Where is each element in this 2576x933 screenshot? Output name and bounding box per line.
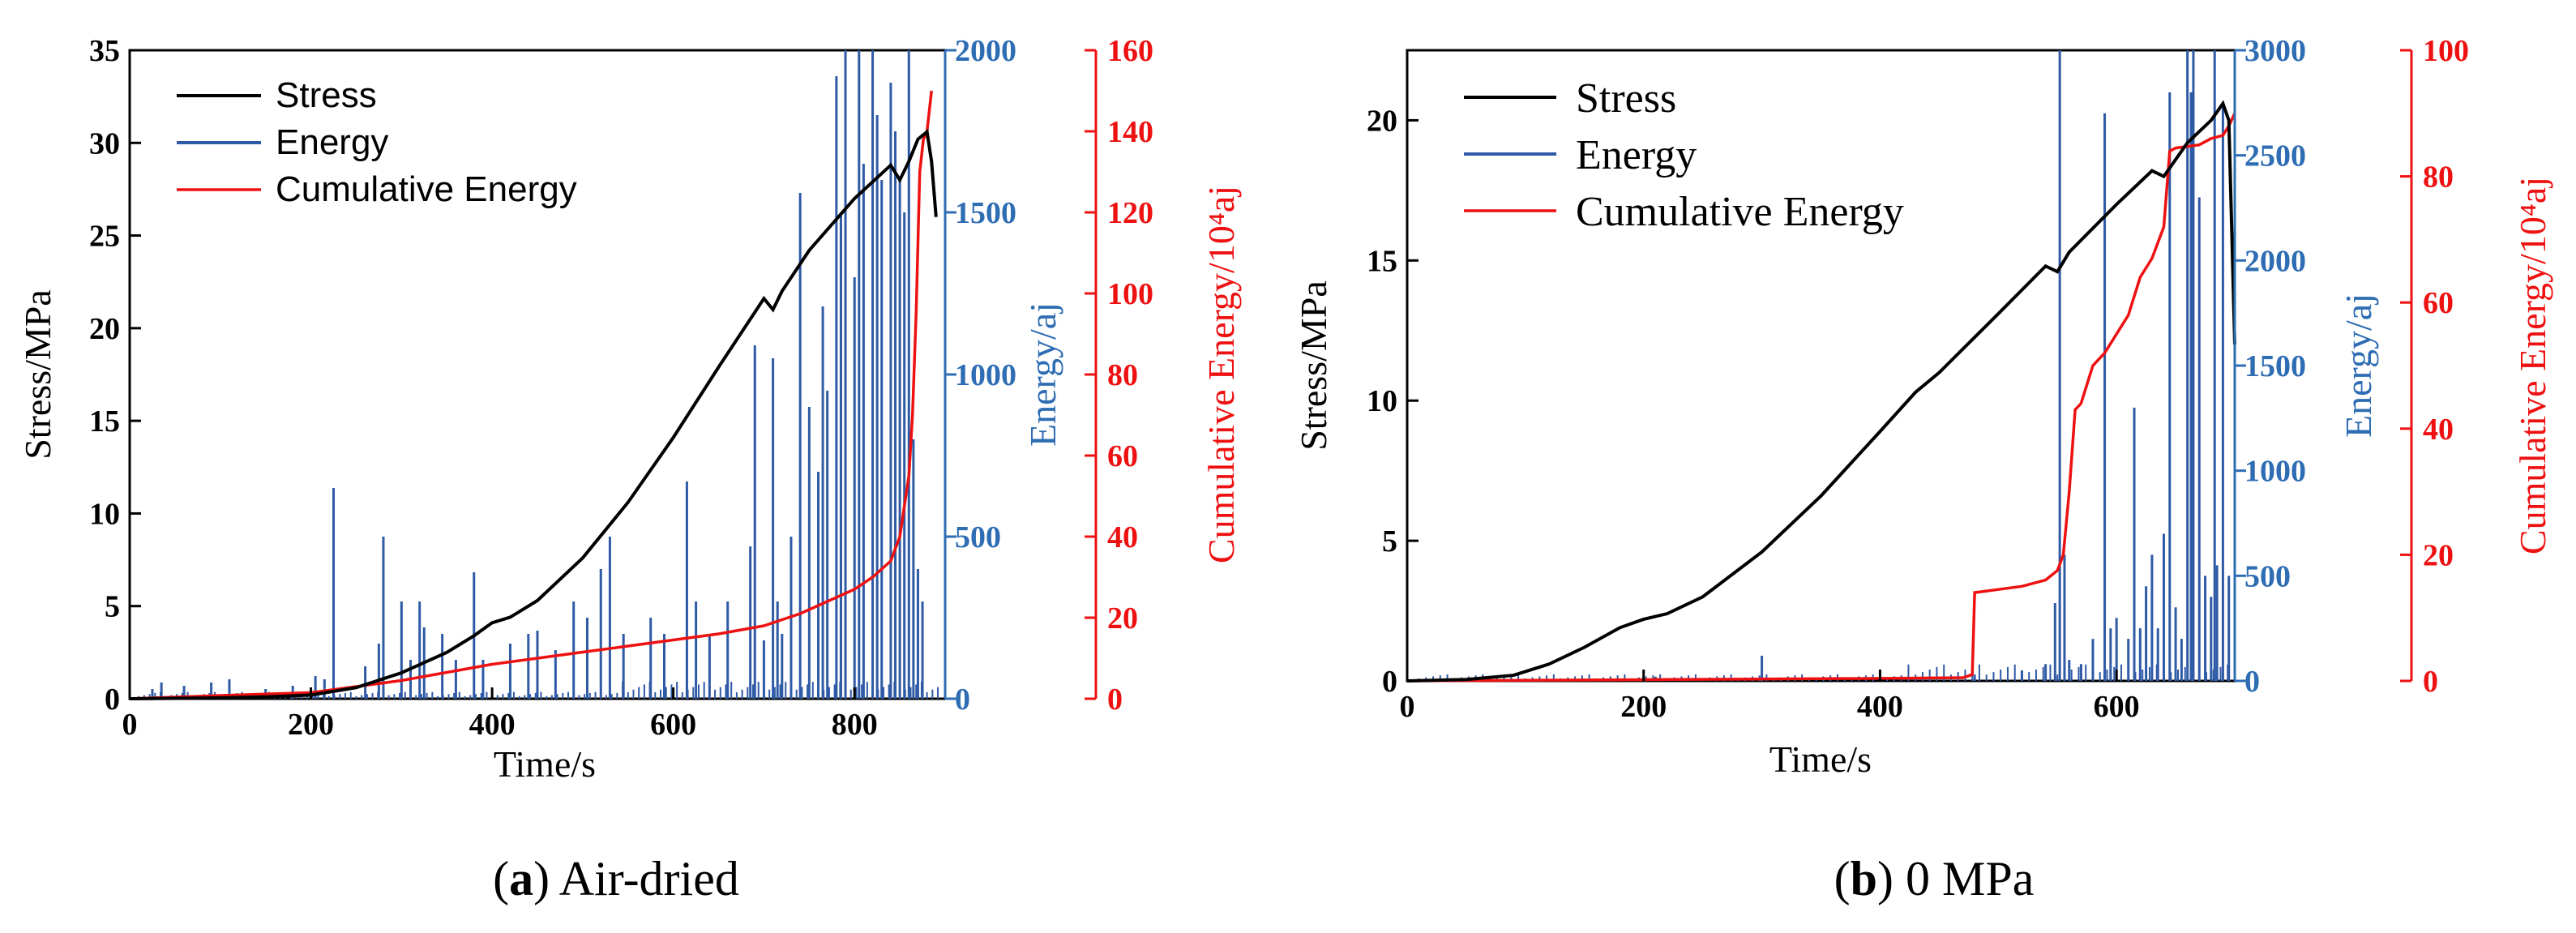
chart-a-stress-line [129, 128, 938, 700]
energy-tick-label: 2000 [2244, 244, 2306, 278]
cumulative-tick-label: 80 [1107, 358, 1138, 392]
chart-a-x-axis-title: Time/s [494, 743, 596, 785]
chart-b-energy-axis-title: Energy/aj [2338, 293, 2379, 438]
energy-tick-label: 0 [2244, 665, 2260, 699]
cumulative-tick-label: 20 [1107, 601, 1138, 636]
cumulative-tick-label: 80 [2423, 160, 2454, 195]
chart-a-caption-letter: a [509, 852, 533, 905]
energy-tick-label: 1000 [955, 358, 1016, 392]
chart-b-caption-text: 0 MPa [1893, 852, 2034, 905]
energy-tick-label: 500 [2244, 559, 2291, 593]
y-left-tick-label: 15 [1367, 244, 1397, 278]
chart-b-legend: Stress Energy Cumulative Energy [1464, 75, 1904, 235]
chart-b-cumulative-energy-line [1406, 113, 2236, 683]
y-left-tick-label: 0 [105, 683, 120, 717]
chart-b-y-left-title: Stress/MPa [1293, 280, 1334, 451]
chart-a-caption: (a) Air-dried [493, 852, 739, 905]
cumulative-tick-label: 160 [1107, 34, 1153, 68]
chart-b-y-left-ticks: 0 5 10 15 20 [1367, 104, 1419, 699]
chart-b-legend-energy: Energy [1576, 132, 1697, 178]
chart-a-legend-cumulative: Cumulative Energy [276, 169, 577, 209]
chart-b-legend-stress: Stress [1576, 75, 1676, 122]
chart-b-energy-axis-ticks: 0 500 1000 1500 2000 2500 3000 [2235, 34, 2306, 699]
energy-tick-label: 3000 [2244, 34, 2306, 68]
cumulative-tick-label: 100 [1107, 277, 1153, 311]
chart-b-x-axis-title: Time/s [1769, 738, 1872, 780]
y-left-tick-label: 20 [89, 312, 120, 346]
cumulative-tick-label: 0 [1107, 683, 1123, 717]
x-tick-label: 800 [832, 708, 878, 742]
energy-tick-label: 0 [955, 683, 970, 717]
energy-tick-label: 2500 [2244, 139, 2306, 173]
x-tick-label: 400 [1857, 690, 1903, 724]
chart-a-cumulative-axis-title: Cumulative Energy/10⁴aj [1200, 186, 1242, 563]
chart-b-cumulative-axis-ticks: 0 20 40 60 80 100 [2400, 34, 2469, 699]
chart-b-cumulative-axis-title: Cumulative Energy/10⁴aj [2512, 177, 2553, 554]
chart-a-energy-series [138, 50, 939, 699]
y-left-tick-label: 20 [1367, 104, 1397, 138]
cumulative-tick-label: 140 [1107, 115, 1153, 149]
y-left-tick-label: 5 [105, 590, 120, 624]
energy-tick-label: 500 [955, 520, 1001, 554]
chart-b-x-ticks: 0 200 400 600 [1400, 670, 2140, 724]
cumulative-tick-label: 100 [2423, 34, 2469, 68]
x-tick-label: 200 [288, 708, 334, 742]
energy-tick-label: 1500 [955, 196, 1016, 230]
cumulative-tick-label: 20 [2423, 538, 2454, 572]
energy-tick-label: 1000 [2244, 455, 2306, 489]
chart-a-energy-axis-ticks: 0 500 1000 1500 2000 [945, 34, 1016, 717]
y-left-tick-label: 15 [89, 404, 120, 439]
chart-a-caption-text: Air-dried [550, 852, 739, 905]
x-tick-label: 600 [650, 708, 696, 742]
y-left-tick-label: 10 [1367, 384, 1397, 418]
cumulative-tick-label: 0 [2423, 665, 2438, 699]
y-left-tick-label: 25 [89, 220, 120, 254]
x-tick-label: 200 [1620, 690, 1667, 724]
cumulative-tick-label: 40 [1107, 520, 1138, 554]
energy-tick-label: 2000 [955, 34, 1016, 68]
chart-a-x-ticks: 0 200 400 600 800 [122, 687, 878, 742]
x-tick-label: 400 [469, 708, 516, 742]
y-left-tick-label: 35 [89, 34, 120, 68]
y-left-tick-label: 5 [1382, 524, 1397, 559]
chart-a-cumulative-energy-line [129, 90, 933, 700]
chart-b-legend-cumulative: Cumulative Energy [1576, 189, 1904, 235]
chart-a-legend-energy: Energy [276, 122, 388, 162]
chart-a-legend: Stress Energy Cumulative Energy [177, 75, 577, 209]
cumulative-tick-label: 40 [2423, 413, 2454, 447]
chart-a-y-left-ticks: 0 5 10 15 20 25 30 35 [89, 34, 141, 717]
chart-b-plot-frame [1406, 49, 2236, 683]
chart-a-cumulative-axis-ticks: 0 20 40 60 80 100 120 140 160 [1085, 34, 1153, 717]
x-tick-label: 600 [2094, 690, 2140, 724]
chart-a-y-left-title: Stress/MPa [17, 289, 58, 460]
x-tick-label: 0 [1400, 690, 1415, 724]
cumulative-tick-label: 60 [1107, 439, 1138, 473]
cumulative-tick-label: 60 [2423, 286, 2454, 320]
x-tick-label: 0 [122, 708, 138, 742]
chart-b-stress-line [1406, 100, 2236, 683]
chart-a-legend-stress: Stress [276, 75, 377, 115]
chart-b-caption-letter: b [1851, 852, 1877, 905]
energy-tick-label: 1500 [2244, 349, 2306, 383]
y-left-tick-label: 30 [89, 126, 120, 160]
cumulative-tick-label: 120 [1107, 196, 1153, 230]
chart-b-caption: (b) 0 MPa [1834, 852, 2035, 905]
y-left-tick-label: 0 [1382, 665, 1397, 699]
chart-a-energy-axis-title: Energy/aj [1022, 302, 1063, 447]
y-left-tick-label: 10 [89, 497, 120, 531]
chart-b-energy-series [1418, 50, 2236, 681]
